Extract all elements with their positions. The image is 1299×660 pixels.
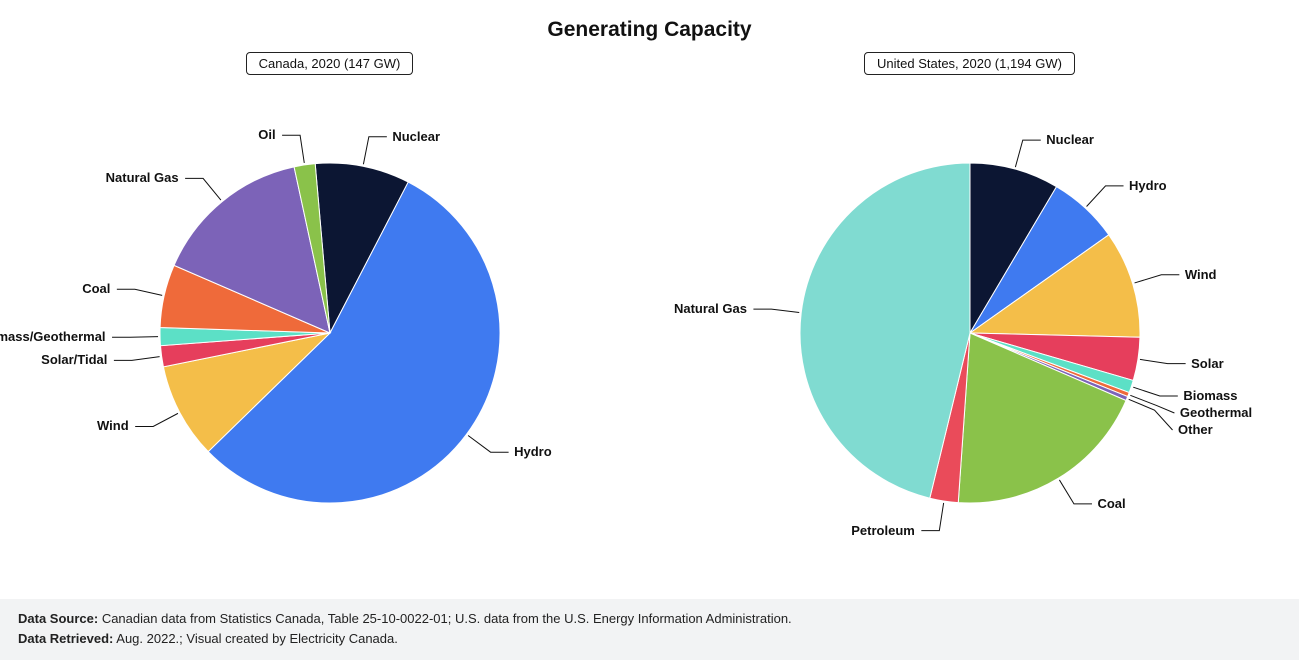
chart-title: Generating Capacity: [0, 0, 1299, 42]
footer-line-1: Data Source: Canadian data from Statisti…: [18, 609, 1281, 629]
footer-text-2: Aug. 2022.; Visual created by Electricit…: [113, 631, 397, 646]
leader-line: [1134, 275, 1179, 283]
charts-row: Canada, 2020 (147 GW) OilNatural GasCoal…: [0, 48, 1299, 563]
pie-chart-canada: OilNatural GasCoalBiomass/GeothermalSola…: [30, 83, 630, 563]
footer-label-2: Data Retrieved:: [18, 631, 113, 646]
chart-panel-us: United States, 2020 (1,194 GW) Natural G…: [670, 48, 1270, 563]
leader-line: [1128, 399, 1172, 430]
footer: Data Source: Canadian data from Statisti…: [0, 599, 1299, 660]
leader-line: [113, 357, 159, 361]
leader-line: [1059, 480, 1092, 504]
leader-line: [468, 436, 508, 453]
leader-line: [185, 178, 221, 200]
footer-line-2: Data Retrieved: Aug. 2022.; Visual creat…: [18, 629, 1281, 649]
leader-line: [921, 503, 943, 531]
leader-line: [135, 413, 178, 426]
subtitle-canada: Canada, 2020 (147 GW): [246, 52, 414, 75]
leader-line: [1086, 186, 1123, 207]
subtitle-us: United States, 2020 (1,194 GW): [864, 52, 1075, 75]
leader-line: [1139, 359, 1185, 363]
pie-chart-us: Natural GasPetroleumNuclearHydroWindSola…: [670, 83, 1270, 563]
leader-line: [116, 289, 161, 295]
leader-line: [282, 135, 304, 163]
leader-line: [753, 309, 799, 312]
footer-label-1: Data Source:: [18, 611, 98, 626]
footer-text-1: Canadian data from Statistics Canada, Ta…: [98, 611, 791, 626]
leader-line: [1130, 395, 1174, 413]
chart-panel-canada: Canada, 2020 (147 GW) OilNatural GasCoal…: [30, 48, 630, 563]
leader-line: [1015, 140, 1040, 167]
chart-container: Generating Capacity Canada, 2020 (147 GW…: [0, 0, 1299, 660]
leader-line: [1133, 387, 1178, 396]
leader-line: [112, 337, 158, 338]
leader-line: [363, 137, 386, 164]
